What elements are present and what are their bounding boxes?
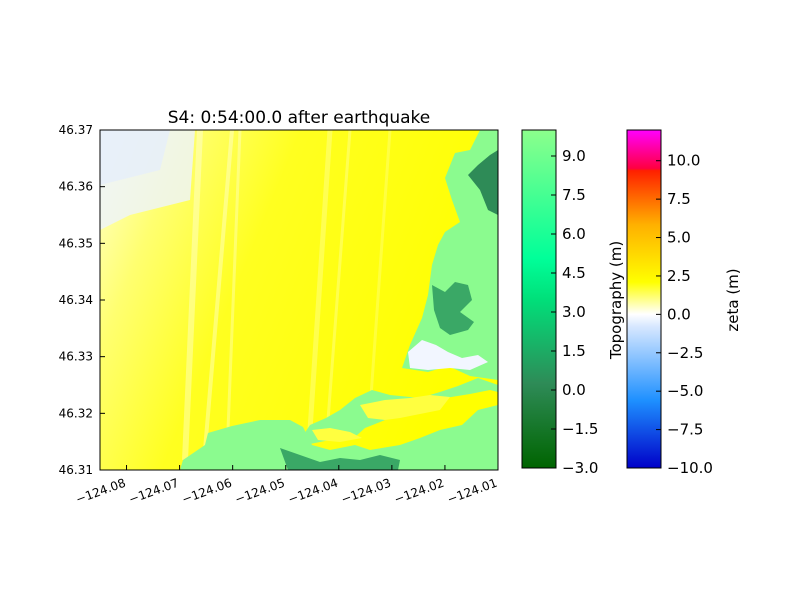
topography-colorbar-label: Topography (m) [607,241,625,360]
wave-streak [182,130,203,461]
y-tick-label: 46.37 [59,123,93,137]
y-tick-label: 46.31 [59,463,93,477]
zeta-colorbar [626,129,662,469]
colorbar-tick-label: −3.0 [562,459,598,477]
x-tick-label: −124.07 [127,476,181,507]
colorbar-tick-label: 5.0 [667,229,691,247]
x-tick-label: −124.04 [286,476,340,507]
colorbar-tick-label: −7.5 [667,421,703,439]
topography-colorbar [521,129,557,469]
colorbar-tick-label: −2.5 [667,344,703,362]
wave-streak [326,130,352,421]
flooded-river [312,428,362,442]
colorbar-tick-label: 1.5 [562,342,586,360]
zeta-colorbar-ticks: −10.0 −7.5 −5.0 −2.5 0.0 2.5 5.0 7.5 10.0 [656,152,713,477]
wave-streak [203,130,234,451]
plot-area [100,130,498,470]
y-tick-label: 46.33 [59,350,93,364]
colorbar-tick-label: 2.5 [667,267,691,285]
x-axis: −124.08 −124.07 −124.06 −124.05 −124.04 −124.… [74,465,499,507]
y-tick-label: 46.32 [59,406,93,420]
lowland-inlet [432,282,474,335]
colorbar-tick-label: 10.0 [667,152,700,170]
colorbar-tick-label: −5.0 [667,382,703,400]
colorbar-tick-label: 3.0 [562,303,586,321]
flooded-channel [360,395,450,420]
y-axis: 46.31 46.32 46.33 46.34 46.35 46.36 46.37 [59,123,105,477]
colorbar-tick-label: 7.5 [562,186,586,204]
colorbar-tick-label: 4.5 [562,264,586,282]
topography-colorbar-ticks: −3.0 −1.5 0.0 1.5 3.0 4.5 6.0 7.5 9.0 [551,147,598,477]
x-tick-label: −124.05 [233,476,287,507]
lowland-south [280,448,400,470]
colorbar-tick-label: −1.5 [562,420,598,438]
wave-streak [368,130,392,411]
y-tick-label: 46.35 [59,236,93,250]
wave-streak [307,130,333,431]
y-tick-label: 46.34 [59,293,93,307]
x-tick-label: −124.08 [74,476,128,507]
land-southwest [180,405,498,470]
colorbar-tick-label: 0.0 [667,305,691,323]
colorbar-tick-label: 9.0 [562,147,586,165]
x-tick-label: −124.03 [339,476,393,507]
offshore-wave-trough [100,130,170,185]
colorbar-tick-label: 7.5 [667,190,691,208]
flooded-bay [408,340,488,370]
zeta-colorbar-label: zeta (m) [724,268,742,331]
x-tick-label: −124.06 [180,476,234,507]
x-tick-label: −124.01 [445,476,499,507]
y-tick-label: 46.36 [59,180,93,194]
colorbar-tick-label: −10.0 [667,459,713,477]
lowland-northeast [468,150,498,215]
chart-title: S4: 0:54:00.0 after earthquake [168,108,431,128]
colorbar-tick-label: 0.0 [562,381,586,399]
x-tick-label: −124.02 [392,476,446,507]
land-east-coast [402,130,498,380]
wave-streaks [182,130,392,461]
colorbar-tick-label: 6.0 [562,225,586,243]
wave-streak [226,130,242,431]
